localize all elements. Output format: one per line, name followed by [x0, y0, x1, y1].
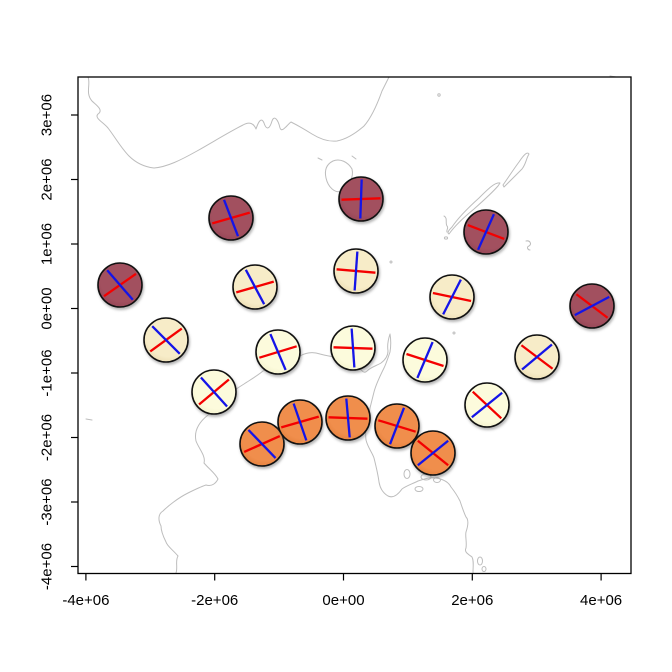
island-fragment-1 [85, 418, 93, 421]
glyph-blue-line [200, 376, 228, 408]
glyph-blue-line [417, 439, 449, 467]
glyph-cream [232, 264, 279, 312]
glyph-blue-line [353, 251, 359, 291]
antarctic-island [477, 556, 483, 566]
island-dot [389, 260, 393, 264]
glyph-cream [514, 334, 561, 382]
glyph-blue-line [244, 269, 266, 305]
island-dot [452, 331, 456, 335]
glyph-pale_yellow [402, 337, 449, 385]
y-axis-tick-label: 2e+06 [39, 158, 56, 200]
y-axis-tick-label: 3e+06 [39, 94, 56, 136]
antarctic-island [414, 486, 424, 492]
glyph-pale_yellow [191, 369, 238, 417]
glyph-blue-line [471, 391, 503, 419]
x-axis-tick-label: 0e+00 [322, 592, 364, 609]
glyph-maroon [97, 262, 144, 310]
island-fragment-2 [443, 215, 449, 233]
stewart-island [443, 236, 449, 240]
bass-strait-islet-2 [317, 157, 323, 161]
glyph-blue-line [222, 199, 240, 237]
glyph-blue-line [350, 328, 356, 368]
y-axis-tick-label: 1e+06 [39, 223, 56, 265]
glyph-maroon [338, 176, 385, 224]
glyph-blue-line [292, 403, 308, 441]
coastlines-layer [85, 75, 617, 574]
x-axis-tick-label: -2e+06 [191, 592, 238, 609]
antarctic-island [481, 566, 487, 572]
y-axis-tick-label: -3e+06 [39, 478, 56, 525]
glyph-pale_yellow [255, 329, 302, 377]
glyph-blue-line [521, 343, 553, 371]
x-axis-tick-label: -4e+06 [62, 592, 109, 609]
x-axis-tick-label: 4e+06 [580, 592, 622, 609]
new-zealand-south-island [447, 182, 501, 235]
antarctica-coast [158, 333, 474, 574]
bass-strait-islet-1 [351, 155, 357, 160]
glyph-orange [410, 430, 457, 478]
y-axis-tick-label: 0e+00 [39, 287, 56, 329]
x-axis-tick-label: 2e+06 [451, 592, 493, 609]
glyph-blue-line [106, 269, 134, 301]
glyph-orange [277, 399, 324, 447]
glyphs-layer [97, 176, 616, 478]
y-axis-tick-label: -2e+06 [39, 414, 56, 461]
plot-box [77, 76, 632, 575]
glyph-maroon [208, 195, 255, 243]
glyph-blue-line [151, 325, 181, 355]
island-dot [437, 93, 441, 97]
glyph-blue-line [416, 341, 434, 379]
glyph-orange [239, 421, 286, 469]
glyph-blue-line [359, 179, 363, 219]
glyph-orange [374, 403, 421, 451]
glyph-orange [325, 395, 372, 443]
glyph-maroon [463, 209, 510, 257]
axes-layer: -4e+06 -2e+06 0e+00 2e+06 4e+06 3e+06 2e+06 1e+… [39, 76, 632, 609]
glyph-blue-line [477, 213, 495, 251]
glyph-blue-line [269, 333, 287, 371]
glyph-maroon [569, 283, 616, 331]
glyph-pale_yellow [330, 325, 377, 373]
glyph-blue-line [574, 295, 610, 317]
antarctic-island [403, 469, 411, 479]
y-axis-tick-label: -1e+06 [39, 349, 56, 396]
glyph-pale_yellow [464, 382, 511, 430]
glyph-blue-line [442, 279, 462, 315]
australia-coast [87, 76, 390, 169]
y-axis-tick-label: -4e+06 [39, 543, 56, 590]
glyph-cream [143, 317, 190, 365]
glyph-cream [429, 274, 476, 322]
glyph-cream [333, 248, 380, 296]
glyph-blue-line [388, 407, 406, 445]
new-zealand-north-island [502, 152, 530, 188]
island-fragment-3 [525, 240, 531, 251]
glyph-blue-line [247, 429, 277, 459]
glyph-blue-line [345, 398, 351, 438]
